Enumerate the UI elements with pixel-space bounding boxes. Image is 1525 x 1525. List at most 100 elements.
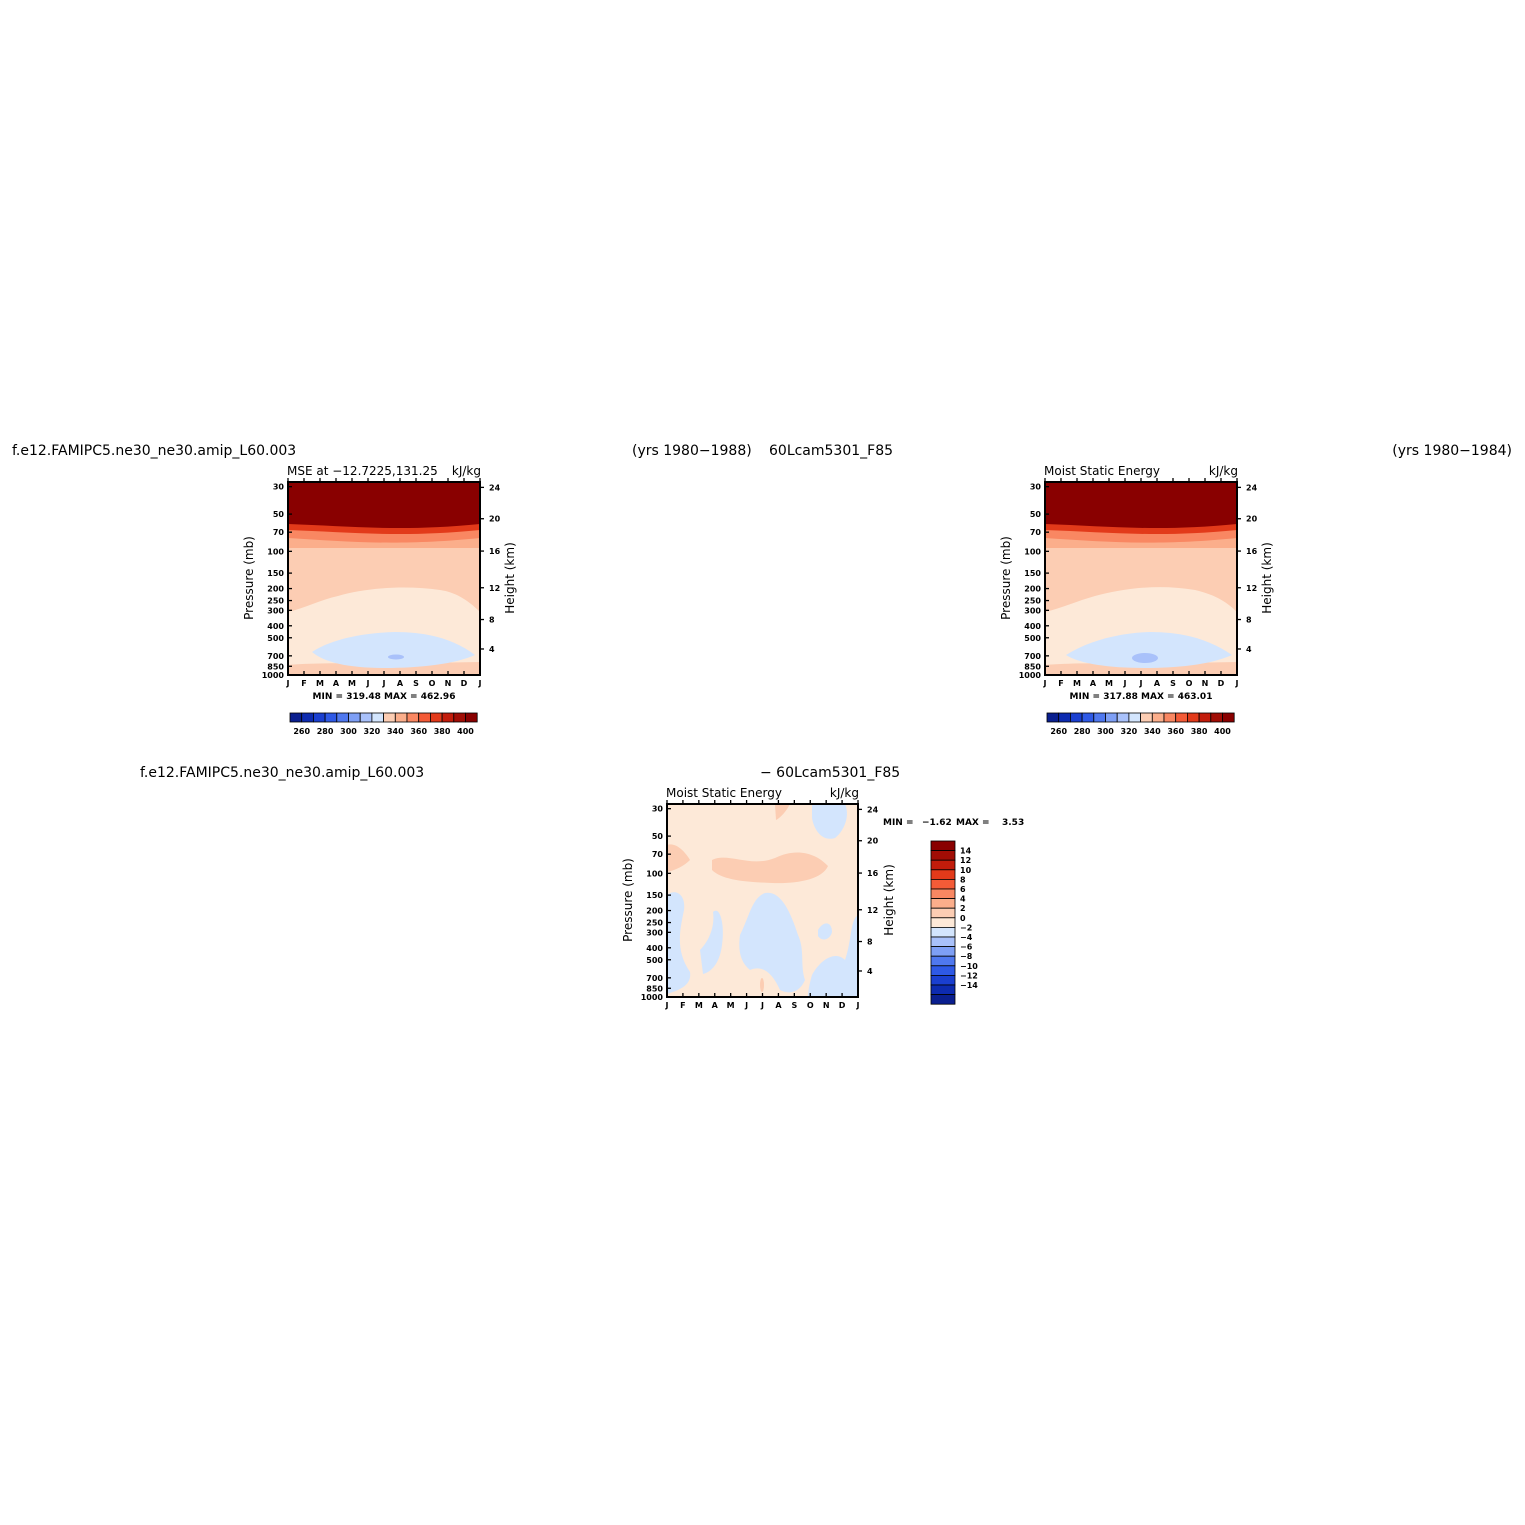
colorbar-box (930, 975, 956, 986)
fill-neg-b (700, 910, 723, 974)
fill-310 (1132, 653, 1158, 663)
colorbar-label: −2 (960, 923, 972, 932)
y-tick-label: 50 (652, 832, 664, 841)
y-tick-label: 850 (267, 662, 284, 671)
y-tick-label: 70 (1030, 528, 1042, 537)
colorbar-box (930, 936, 956, 948)
fill-310 (388, 654, 404, 660)
colorbar-label: 4 (960, 895, 966, 904)
colorbar-label: 360 (410, 727, 427, 736)
x-tick-label: F (680, 1001, 685, 1010)
colorbar-label: 400 (1214, 727, 1231, 736)
colorbar-box (930, 946, 956, 957)
y-tick-label: 300 (646, 928, 663, 937)
colorbar-label: 280 (1074, 727, 1091, 736)
colorbar-box (1175, 712, 1188, 723)
panel-title-control: Moist Static Energy (1044, 464, 1160, 478)
y-right-tick-label: 24 (867, 805, 879, 814)
fill-neg-a (667, 892, 691, 994)
colorbar-label: 380 (1191, 727, 1208, 736)
colorbar-box (1046, 712, 1060, 723)
fill-400 (288, 482, 480, 529)
y-tick-label: 1000 (641, 993, 664, 1002)
y-right-tick-label: 24 (489, 483, 501, 492)
y-tick-label: 100 (646, 869, 663, 878)
y-tick-label: 500 (1024, 634, 1041, 643)
x-tick-label: J (1235, 679, 1239, 688)
y-tick-label: 500 (267, 634, 284, 643)
y-tick-label: 400 (646, 944, 663, 953)
colorbar-box (359, 712, 373, 723)
fill-360 (1045, 548, 1237, 612)
y-tick-label: 150 (1024, 569, 1041, 578)
colorbar-box (930, 898, 956, 909)
y-tick-label: 200 (646, 907, 663, 916)
y-tick-label: 700 (267, 652, 284, 661)
ylabel-difference: Pressure (mb) (621, 858, 635, 942)
fill-neg-d (818, 923, 832, 940)
y-right-tick-label: 8 (1246, 616, 1252, 625)
y-right-tick-label: 20 (1246, 515, 1258, 524)
colorbar-label: 260 (1050, 727, 1067, 736)
y-right-tick-label: 4 (1246, 645, 1252, 654)
y-tick-label: 70 (652, 850, 664, 859)
x-tick-label: M (348, 679, 356, 688)
x-tick-label: J (856, 1001, 860, 1010)
colorbar-label: 10 (960, 866, 972, 875)
y-tick-label: 700 (646, 974, 663, 983)
y-right-tick-label: 16 (867, 869, 879, 878)
y-ticks-right-model: 24 20 16 12 8 4 (480, 483, 501, 654)
panel-units-model: kJ/kg (452, 464, 481, 478)
contour-field-model (288, 482, 480, 675)
ylabel-right-control: Height (km) (1260, 542, 1274, 613)
x-tick-label: O (429, 679, 436, 688)
y-right-tick-label: 8 (489, 616, 495, 625)
fill-400 (1045, 482, 1237, 529)
colorbar-box (1151, 712, 1165, 723)
x-tick-label: S (791, 1001, 797, 1010)
contour-field-difference (667, 804, 858, 997)
stats-min-difference: −1.62 (922, 818, 952, 828)
header-left-years: (yrs 1980−1988) (632, 443, 752, 459)
stats-min-label-difference: MIN = (883, 818, 914, 828)
colorbar-box (930, 888, 956, 900)
y-tick-label: 250 (646, 919, 663, 928)
colorbar-label: 320 (1121, 727, 1138, 736)
colorbar-label: 6 (960, 885, 966, 894)
x-tick-label: D (839, 1001, 846, 1010)
colorbar-label: 340 (1144, 727, 1161, 736)
y-tick-label: 700 (1024, 652, 1041, 661)
colorbar-label: −10 (960, 962, 978, 971)
y-tick-label: 250 (1024, 597, 1041, 606)
colorbar-box (312, 712, 326, 723)
stats-max-difference: 3.53 (1002, 818, 1024, 828)
colorbar-label: 380 (434, 727, 451, 736)
header-diff-right-case: − 60Lcam5301_F85 (760, 765, 900, 781)
x-tick-label: F (301, 679, 306, 688)
colorbar-box (394, 712, 408, 723)
colorbar-box (930, 965, 956, 976)
colorbar-box (930, 879, 956, 890)
colorbar-box (930, 840, 956, 852)
y-right-tick-label: 4 (489, 645, 495, 654)
colorbar-label: 8 (960, 875, 966, 884)
header-left-case: f.e12.FAMIPC5.ne30_ne30.amip_L60.003 (12, 443, 296, 459)
y-tick-label: 400 (267, 622, 284, 631)
x-tick-label: J (382, 679, 386, 688)
colorbar-label: −4 (960, 933, 973, 942)
colorbar-box (930, 850, 956, 861)
y-right-tick-label: 24 (1246, 483, 1258, 492)
x-tick-label: S (413, 679, 419, 688)
x-tick-label: M (1105, 679, 1113, 688)
y-tick-label: 150 (267, 569, 284, 578)
y-tick-label: 200 (1024, 585, 1041, 594)
stats-model: MIN = 319.48 MAX = 462.96 (313, 692, 456, 702)
y-tick-label: 850 (1024, 662, 1041, 671)
header-right-case: 60Lcam5301_F85 (769, 443, 893, 459)
x-tick-label: N (1202, 679, 1209, 688)
colorbar-label: 280 (317, 727, 334, 736)
y-tick-label: 150 (646, 891, 663, 900)
